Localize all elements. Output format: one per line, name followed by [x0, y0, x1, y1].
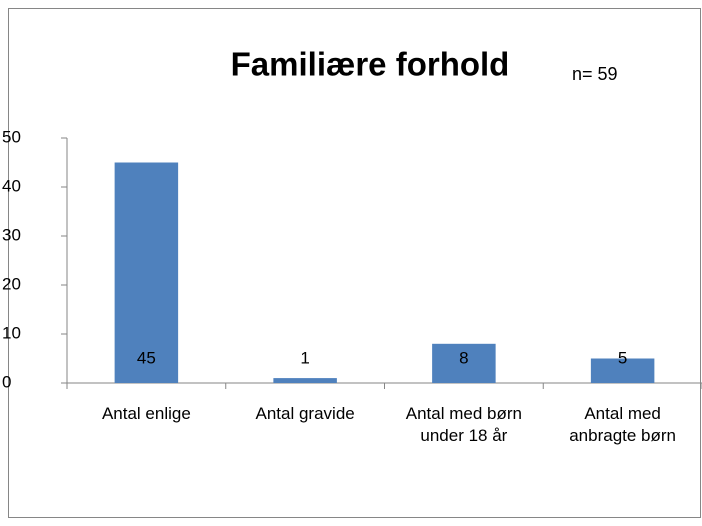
y-tick-label: 20: [2, 274, 21, 293]
x-tick-label: Antal med anbragte børn: [569, 404, 676, 445]
y-tick-label: 50: [2, 127, 21, 146]
bar: [432, 343, 496, 383]
data-label: 8: [459, 348, 468, 367]
bar: [273, 378, 337, 383]
x-tick-label: Antal gravide: [256, 404, 355, 423]
bar: [590, 358, 655, 383]
y-tick-label: 10: [2, 323, 21, 342]
chart-title: Familiære forhold: [231, 46, 510, 83]
data-label: 45: [137, 348, 156, 367]
y-tick-label: 0: [2, 372, 11, 391]
data-label: 1: [300, 348, 309, 367]
x-tick-label: Antal med børn under 18 år: [406, 404, 522, 445]
bar: [114, 162, 179, 383]
y-tick-label: 40: [2, 176, 21, 195]
y-tick-label: 30: [2, 225, 21, 244]
x-tick-label: Antal enlige: [102, 404, 191, 423]
data-label: 5: [618, 348, 627, 367]
annotation: n= 59: [572, 64, 618, 84]
